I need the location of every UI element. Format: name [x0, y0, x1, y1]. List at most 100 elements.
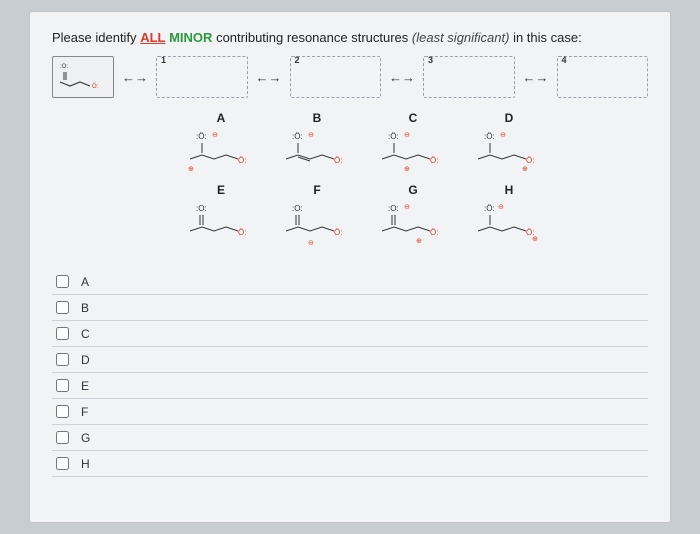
slot-num-1: 1 [161, 55, 166, 65]
svg-text::O:: :O: [60, 64, 68, 70]
check-label-D: D [81, 353, 90, 367]
svg-text:Ö:: Ö: [526, 156, 534, 165]
answer-checklist: A B C D E F G H [52, 269, 648, 477]
svg-text::Ö:: :Ö: [484, 132, 495, 141]
checkbox-E[interactable] [56, 379, 69, 392]
label-A: A [182, 111, 260, 125]
label-F: F [278, 183, 356, 197]
svg-text::O:: :O: [196, 204, 207, 213]
check-row-F[interactable]: F [52, 399, 648, 425]
q-red: ALL [140, 30, 165, 45]
struct-row-2: E :O: Ö: F :O: ⊖ [182, 183, 648, 251]
checkbox-H[interactable] [56, 457, 69, 470]
molecule-icon: :Ö: ⊖ ⊕ Ö: [182, 127, 260, 179]
checkbox-A[interactable] [56, 275, 69, 288]
svg-text:⊖: ⊖ [404, 204, 410, 211]
svg-text:Ö:: Ö: [238, 156, 246, 165]
struct-H[interactable]: H :Ö:⊖ ⊕ Ö: [470, 183, 548, 251]
svg-text:⊕: ⊕ [188, 166, 194, 173]
svg-text:⊕: ⊕ [532, 236, 538, 243]
svg-text:⊖: ⊖ [212, 132, 218, 139]
q-paren: (least significant) [412, 30, 510, 45]
molecule-icon: :Ö: ⊖ ⊕ Ö: [374, 127, 452, 179]
label-G: G [374, 183, 452, 197]
svg-text:⊖: ⊖ [308, 240, 314, 247]
check-label-G: G [81, 431, 90, 445]
svg-text:⊕: ⊕ [404, 166, 410, 173]
struct-D[interactable]: D :Ö: ⊖ ⊕ Ö: [470, 111, 548, 179]
check-label-E: E [81, 379, 89, 393]
svg-text:Ö:: Ö: [526, 228, 534, 237]
check-label-H: H [81, 457, 90, 471]
checkbox-B[interactable] [56, 301, 69, 314]
svg-text:⊖: ⊖ [404, 132, 410, 139]
struct-B[interactable]: B :Ö: ⊖ Ö: [278, 111, 356, 179]
slot-4[interactable]: 4 [557, 56, 649, 98]
arrow-icon: ←→ [387, 70, 417, 85]
struct-G[interactable]: G :O: ⊖ ⊕ Ö: [374, 183, 452, 251]
label-B: B [278, 111, 356, 125]
structure-options: A :Ö:⊖ ⊕ Ö: B :Ö:⊖ [182, 111, 648, 251]
arrow-icon: ←→ [254, 70, 284, 85]
slot-num-3: 3 [428, 55, 433, 65]
struct-C[interactable]: C :Ö: ⊖ ⊕ Ö: [374, 111, 452, 179]
molecule-icon: :Ö: ⊖ Ö: [278, 127, 356, 179]
check-row-G[interactable]: G [52, 425, 648, 451]
check-label-B: B [81, 301, 89, 315]
molecule-icon: :O: ⊖ ⊕ Ö: [374, 199, 452, 251]
check-label-C: C [81, 327, 90, 341]
check-row-B[interactable]: B [52, 295, 648, 321]
worksheet-page: Please identify ALL MINOR contributing r… [30, 12, 670, 522]
q-green: MINOR [169, 30, 212, 45]
check-row-E[interactable]: E [52, 373, 648, 399]
label-C: C [374, 111, 452, 125]
check-label-F: F [81, 405, 88, 419]
molecule-icon: :Ö: ⊖ ⊕ Ö: [470, 127, 548, 179]
svg-text::Ö:: :Ö: [196, 132, 207, 141]
slot-3[interactable]: 3 [423, 56, 515, 98]
checkbox-C[interactable] [56, 327, 69, 340]
svg-text::Ö:: :Ö: [292, 132, 303, 141]
svg-text:⊖: ⊖ [308, 132, 314, 139]
struct-A[interactable]: A :Ö: ⊖ ⊕ Ö: [182, 111, 260, 179]
struct-E[interactable]: E :O: Ö: [182, 183, 260, 251]
check-row-A[interactable]: A [52, 269, 648, 295]
arrow-icon: ←→ [521, 70, 551, 85]
question-prompt: Please identify ALL MINOR contributing r… [52, 30, 648, 45]
svg-text:Ö:: Ö: [334, 156, 342, 165]
svg-text:⊖: ⊖ [500, 132, 506, 139]
svg-text:⊕: ⊕ [416, 238, 422, 245]
check-row-H[interactable]: H [52, 451, 648, 477]
svg-text::Ö:: :Ö: [484, 204, 495, 213]
reference-structure: :O: Ö: [52, 56, 114, 98]
slot-1[interactable]: 1 [156, 56, 248, 98]
slot-num-4: 4 [562, 55, 567, 65]
label-D: D [470, 111, 548, 125]
struct-F[interactable]: F :O: ⊖ Ö: [278, 183, 356, 251]
label-H: H [470, 183, 548, 197]
label-E: E [182, 183, 260, 197]
svg-text:Ö:: Ö: [334, 228, 342, 237]
slot-2[interactable]: 2 [290, 56, 382, 98]
molecule-icon: :O: Ö: [182, 199, 260, 251]
svg-text:⊖: ⊖ [498, 204, 504, 211]
molecule-icon: :Ö:⊖ ⊕ Ö: [470, 199, 548, 251]
svg-text:Ö:: Ö: [238, 228, 246, 237]
q-prefix: Please identify [52, 30, 137, 45]
svg-text:⊕: ⊕ [522, 166, 528, 173]
q-suffix: in this case: [513, 30, 582, 45]
arrow-icon: ←→ [120, 70, 150, 85]
svg-text:Ö:: Ö: [430, 156, 438, 165]
checkbox-D[interactable] [56, 353, 69, 366]
svg-text::O:: :O: [388, 204, 399, 213]
slot-row: :O: Ö: ←→ 1 ←→ 2 ←→ 3 ←→ 4 [52, 53, 648, 101]
check-row-C[interactable]: C [52, 321, 648, 347]
svg-text:Ö:: Ö: [430, 228, 438, 237]
molecule-icon: :O: ⊖ Ö: [278, 199, 356, 251]
slot-num-2: 2 [295, 55, 300, 65]
checkbox-F[interactable] [56, 405, 69, 418]
svg-text::Ö:: :Ö: [388, 132, 399, 141]
checkbox-G[interactable] [56, 431, 69, 444]
check-row-D[interactable]: D [52, 347, 648, 373]
check-label-A: A [81, 275, 89, 289]
